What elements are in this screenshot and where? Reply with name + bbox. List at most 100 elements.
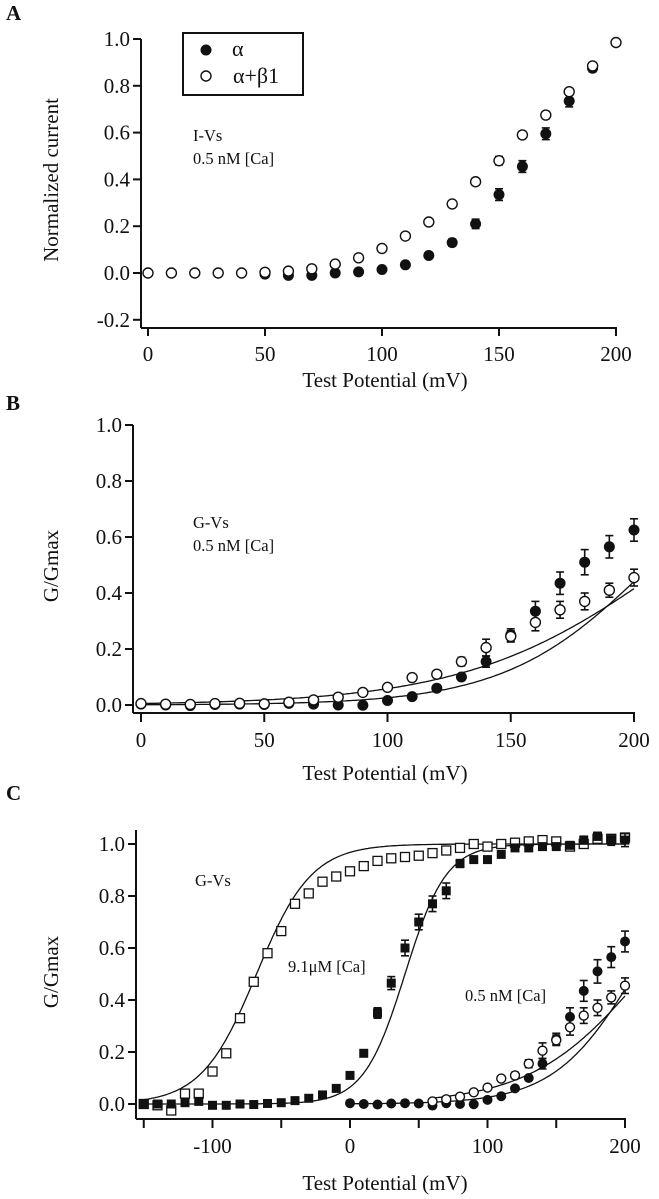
data-point-open-square bbox=[303, 888, 314, 899]
data-point-open-circle bbox=[529, 616, 542, 629]
data-point-open-circle bbox=[352, 252, 365, 264]
data-point-open-circle bbox=[283, 696, 295, 708]
data-point-open-square bbox=[482, 841, 493, 852]
data-point-open-circle bbox=[233, 697, 246, 710]
data-point-filled-circle bbox=[345, 1098, 355, 1109]
data-point-filled-circle bbox=[357, 699, 369, 711]
y-tick-label: 0.8 bbox=[99, 884, 125, 908]
data-point-filled-circle bbox=[540, 128, 552, 140]
panel-a-axes: -0.2 0.0 0.2 0.4 0.6 0.8 1.0 0 50 100 150 200 bbox=[97, 27, 632, 366]
y-tick-label: 0.2 bbox=[99, 1040, 125, 1064]
data-point-filled-square bbox=[606, 835, 616, 845]
x-tick-label: 200 bbox=[609, 1134, 641, 1158]
data-point-open-circle bbox=[619, 980, 631, 991]
x-axis-title: Test Potential (mV) bbox=[302, 1171, 467, 1195]
data-point-open-circle bbox=[431, 668, 443, 680]
data-point-filled-circle bbox=[620, 936, 630, 947]
data-point-open-circle bbox=[505, 630, 517, 643]
data-point-open-square bbox=[358, 860, 369, 872]
data-point-open-circle bbox=[406, 671, 418, 684]
legend-label-alpha: α bbox=[232, 36, 244, 61]
x-tick-label: 200 bbox=[600, 342, 632, 366]
data-point-filled-square bbox=[331, 1083, 341, 1093]
data-point-open-square bbox=[207, 1066, 218, 1077]
annotation-gvs: G-Vs bbox=[195, 871, 231, 890]
x-axis-title: Test Potential (mV) bbox=[302, 761, 467, 785]
data-point-filled-circle bbox=[563, 95, 575, 107]
legend-label-alpha-beta1: α+β1 bbox=[233, 63, 279, 88]
data-point-filled-square bbox=[153, 1099, 162, 1109]
data-point-filled-square bbox=[180, 1098, 190, 1108]
data-point-open-circle bbox=[307, 694, 320, 706]
x-tick-label: 200 bbox=[618, 728, 650, 752]
data-point-filled-circle bbox=[468, 1099, 479, 1110]
data-point-open-square bbox=[248, 976, 259, 987]
data-point-open-circle bbox=[554, 604, 566, 616]
data-point-open-circle bbox=[441, 1094, 452, 1105]
panel-b-axes: 0.0 0.2 0.4 0.6 0.8 1.0 0 50 100 150 200 bbox=[96, 413, 650, 752]
data-point-filled-circle bbox=[446, 237, 458, 249]
legend-box bbox=[182, 32, 304, 96]
data-point-filled-square bbox=[194, 1096, 204, 1106]
data-point-open-circle bbox=[579, 595, 591, 608]
data-point-open-circle bbox=[563, 85, 575, 98]
data-point-open-square bbox=[221, 1048, 232, 1059]
data-point-filled-circle bbox=[413, 1098, 424, 1109]
data-point-open-square bbox=[331, 871, 342, 882]
data-point-open-circle bbox=[446, 198, 458, 210]
data-point-filled-square bbox=[414, 917, 424, 927]
data-point-open-circle bbox=[469, 176, 482, 188]
data-point-filled-square bbox=[510, 843, 520, 853]
data-point-open-circle bbox=[516, 129, 529, 141]
data-point-open-circle bbox=[184, 698, 197, 711]
data-point-open-circle bbox=[306, 263, 318, 275]
y-tick-label: 1.0 bbox=[104, 27, 130, 51]
x-tick-label: 0 bbox=[345, 1134, 356, 1158]
panel-c-marks bbox=[138, 831, 631, 1116]
data-point-filled-square bbox=[373, 1008, 382, 1018]
panel-a: A -0.2 0.0 0.2 0.4 0.6 0.8 1.0 0 50 100 150 200 α α… bbox=[6, 1, 632, 392]
data-point-filled-square bbox=[496, 849, 506, 859]
data-point-open-square bbox=[276, 925, 287, 937]
data-point-filled-square bbox=[208, 1100, 217, 1110]
annotation-ivs: I-Vs bbox=[193, 126, 222, 145]
panel-b: B 0.0 0.2 0.4 0.6 0.8 1.0 0 50 100 150 200 G-Vs 0.… bbox=[6, 391, 650, 785]
data-point-filled-circle bbox=[399, 259, 411, 271]
panel-letter-b: B bbox=[6, 391, 20, 415]
annotation-calcium: 0.5 nM [Ca] bbox=[193, 149, 274, 168]
y-axis-title: Normalized current bbox=[39, 98, 63, 262]
legend-open-circle-icon bbox=[200, 70, 212, 82]
data-point-filled-circle bbox=[510, 1083, 520, 1094]
data-point-filled-circle bbox=[400, 1098, 410, 1109]
data-point-open-square bbox=[234, 1013, 246, 1024]
x-tick-label: 0 bbox=[143, 342, 154, 366]
data-point-open-circle bbox=[423, 216, 435, 228]
data-point-filled-square bbox=[221, 1100, 231, 1110]
data-point-filled-circle bbox=[578, 985, 589, 996]
data-point-open-circle bbox=[480, 641, 492, 654]
data-point-open-circle bbox=[332, 691, 344, 703]
data-point-open-circle bbox=[578, 1010, 589, 1021]
data-point-filled-circle bbox=[579, 556, 591, 568]
data-point-open-circle bbox=[259, 266, 271, 278]
data-point-filled-square bbox=[565, 840, 575, 850]
data-point-filled-circle bbox=[431, 682, 443, 694]
data-point-open-circle bbox=[427, 1096, 438, 1107]
x-tick-label: 50 bbox=[254, 728, 275, 752]
annotation-0-5-nm-calcium: 0.5 nM [Ca] bbox=[465, 986, 546, 1005]
data-point-filled-square bbox=[455, 859, 465, 868]
panel-letter-a: A bbox=[6, 1, 22, 25]
data-point-open-square bbox=[441, 845, 452, 856]
y-tick-label: 0.0 bbox=[96, 693, 122, 717]
x-tick-label: 150 bbox=[483, 342, 515, 366]
data-point-open-circle bbox=[606, 992, 617, 1003]
data-point-filled-circle bbox=[592, 966, 603, 977]
data-point-open-circle bbox=[357, 686, 369, 699]
y-tick-label: 0.0 bbox=[104, 261, 130, 285]
data-point-open-circle bbox=[603, 584, 616, 596]
y-axis-title: G/Gmax bbox=[39, 529, 63, 602]
data-point-open-circle bbox=[493, 154, 505, 167]
x-tick-label: 50 bbox=[255, 342, 276, 366]
data-point-open-circle bbox=[455, 655, 468, 668]
data-point-open-square bbox=[289, 898, 301, 909]
